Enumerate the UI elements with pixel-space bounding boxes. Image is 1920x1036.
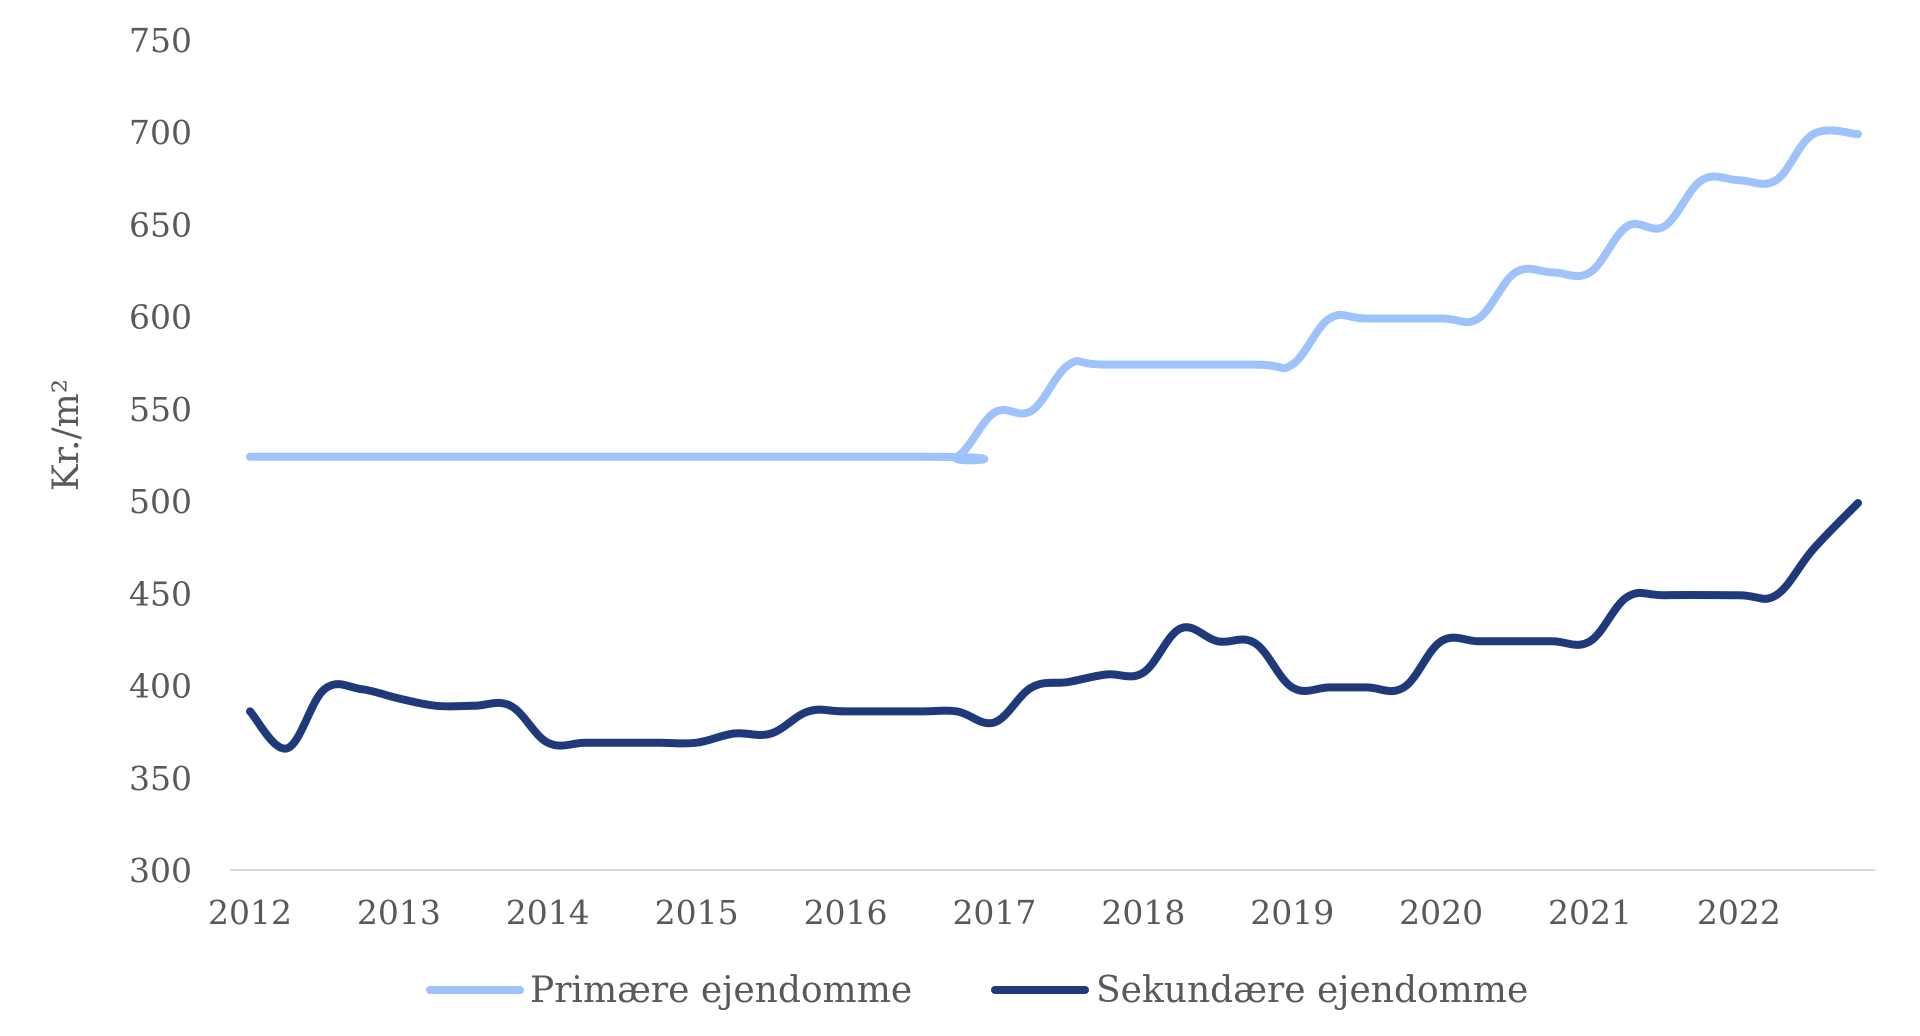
x-tick-label: 2016 xyxy=(804,893,888,932)
y-tick-label: 500 xyxy=(129,482,192,521)
y-axis-label: Kr./m² xyxy=(46,379,87,491)
y-tick-label: 750 xyxy=(129,21,192,60)
x-axis-ticks: 2012 2013 2014 2015 2016 2017 2018 2019 2020 2021… xyxy=(208,893,1781,932)
x-tick-label: 2019 xyxy=(1250,893,1334,932)
x-tick-label: 2017 xyxy=(952,893,1036,932)
x-tick-label: 2012 xyxy=(208,893,292,932)
y-tick-label: 650 xyxy=(129,205,192,244)
x-tick-label: 2018 xyxy=(1101,893,1185,932)
series-lines xyxy=(246,126,1862,753)
x-tick-label: 2021 xyxy=(1548,893,1632,932)
x-tick-label: 2015 xyxy=(655,893,739,932)
y-tick-label: 300 xyxy=(129,851,192,890)
y-tick-label: 600 xyxy=(129,298,192,337)
x-tick-label: 2022 xyxy=(1697,893,1781,932)
y-tick-label: 700 xyxy=(129,113,192,152)
y-tick-label: 550 xyxy=(129,390,192,429)
y-tick-label: 400 xyxy=(129,667,192,706)
y-tick-label: 450 xyxy=(129,574,192,613)
x-tick-label: 2013 xyxy=(357,893,441,932)
legend-label-primaere: Primære ejendomme xyxy=(530,970,912,1011)
series-line-primaere xyxy=(246,126,1862,465)
legend: Primære ejendomme Sekundære ejendomme xyxy=(426,970,1528,1011)
y-tick-label: 350 xyxy=(129,759,192,798)
y-axis-ticks: 300 350 400 450 500 550 600 650 700 750 xyxy=(129,21,192,890)
legend-label-sekundaere: Sekundære ejendomme xyxy=(1096,970,1528,1011)
series-line-sekundaere xyxy=(246,499,1862,753)
x-tick-label: 2014 xyxy=(506,893,590,932)
x-tick-label: 2020 xyxy=(1399,893,1483,932)
